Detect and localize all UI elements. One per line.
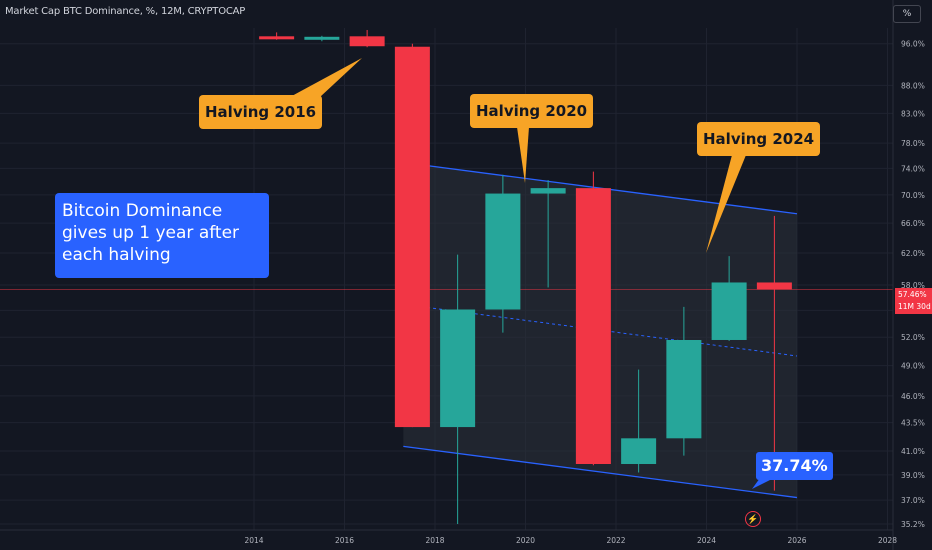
y-tick-label: 43.5%: [901, 419, 925, 428]
candle-body: [440, 309, 476, 428]
y-tick-label: 62.0%: [901, 249, 925, 258]
channel-lower-line: [403, 445, 798, 499]
percent-scale-button[interactable]: %: [893, 5, 921, 23]
note-line-1: Bitcoin Dominance: [62, 201, 223, 221]
y-tick-label: 83.0%: [901, 109, 925, 118]
y-tick-label: 66.0%: [901, 219, 925, 228]
y-tick-label: 39.0%: [901, 471, 925, 480]
current-price-value: 57.46%: [898, 290, 927, 299]
y-tick-label: 41.0%: [901, 447, 925, 456]
x-tick-label: 2020: [516, 536, 535, 545]
y-axis-panel: [893, 0, 932, 550]
candle-body: [485, 193, 521, 310]
candle-body: [304, 36, 340, 40]
x-tick-label: 2028: [878, 536, 897, 545]
candle-body: [259, 36, 295, 40]
y-tick-label: 37.0%: [901, 496, 925, 505]
current-price-countdown: 11M 30d: [898, 302, 931, 311]
candle-body: [575, 188, 611, 465]
y-tick-label: 35.2%: [901, 520, 925, 529]
candle-body: [621, 438, 657, 465]
y-tick-label: 52.0%: [901, 333, 925, 342]
y-tick-label: 96.0%: [901, 40, 925, 49]
candle-body: [394, 46, 430, 428]
x-tick-label: 2018: [425, 536, 444, 545]
low-value-label: 37.74%: [756, 452, 833, 480]
y-tick-label: 74.0%: [901, 164, 925, 173]
current-price-tag: 57.46% 11M 30d: [895, 288, 932, 314]
pointer-halving-2020: [517, 127, 529, 183]
callout-halving-2016: Halving 2016: [199, 95, 323, 129]
y-tick-label: 58.0%: [901, 281, 925, 290]
y-tick-label: 46.0%: [901, 392, 925, 401]
x-tick-label: 2024: [697, 536, 716, 545]
y-tick-label: 88.0%: [901, 81, 925, 90]
candle-body: [756, 282, 792, 290]
candle-body: [349, 36, 385, 47]
note-bitcoin-dominance: Bitcoin Dominance gives up 1 year after …: [55, 193, 269, 278]
callout-halving-2024: Halving 2024: [697, 122, 821, 156]
pointer-halving-2024: [706, 155, 746, 253]
note-line-3: each halving: [62, 245, 171, 265]
x-tick-label: 2022: [606, 536, 625, 545]
chart-title: Market Cap BTC Dominance, %, 12M, CRYPTO…: [5, 6, 246, 17]
y-tick-label: 70.0%: [901, 191, 925, 200]
y-tick-label: 49.0%: [901, 362, 925, 371]
candle-body: [530, 188, 566, 194]
candle-body: [711, 282, 747, 340]
candle-body: [666, 339, 702, 439]
x-tick-label: 2026: [787, 536, 806, 545]
callout-halving-2020: Halving 2020: [470, 94, 594, 128]
x-tick-label: 2014: [244, 536, 263, 545]
x-tick-label: 2016: [335, 536, 354, 545]
note-line-2: gives up 1 year after: [62, 223, 240, 243]
y-tick-label: 78.0%: [901, 139, 925, 148]
pointer-low-label: [752, 478, 774, 489]
lightning-icon[interactable]: ⚡: [745, 511, 761, 527]
